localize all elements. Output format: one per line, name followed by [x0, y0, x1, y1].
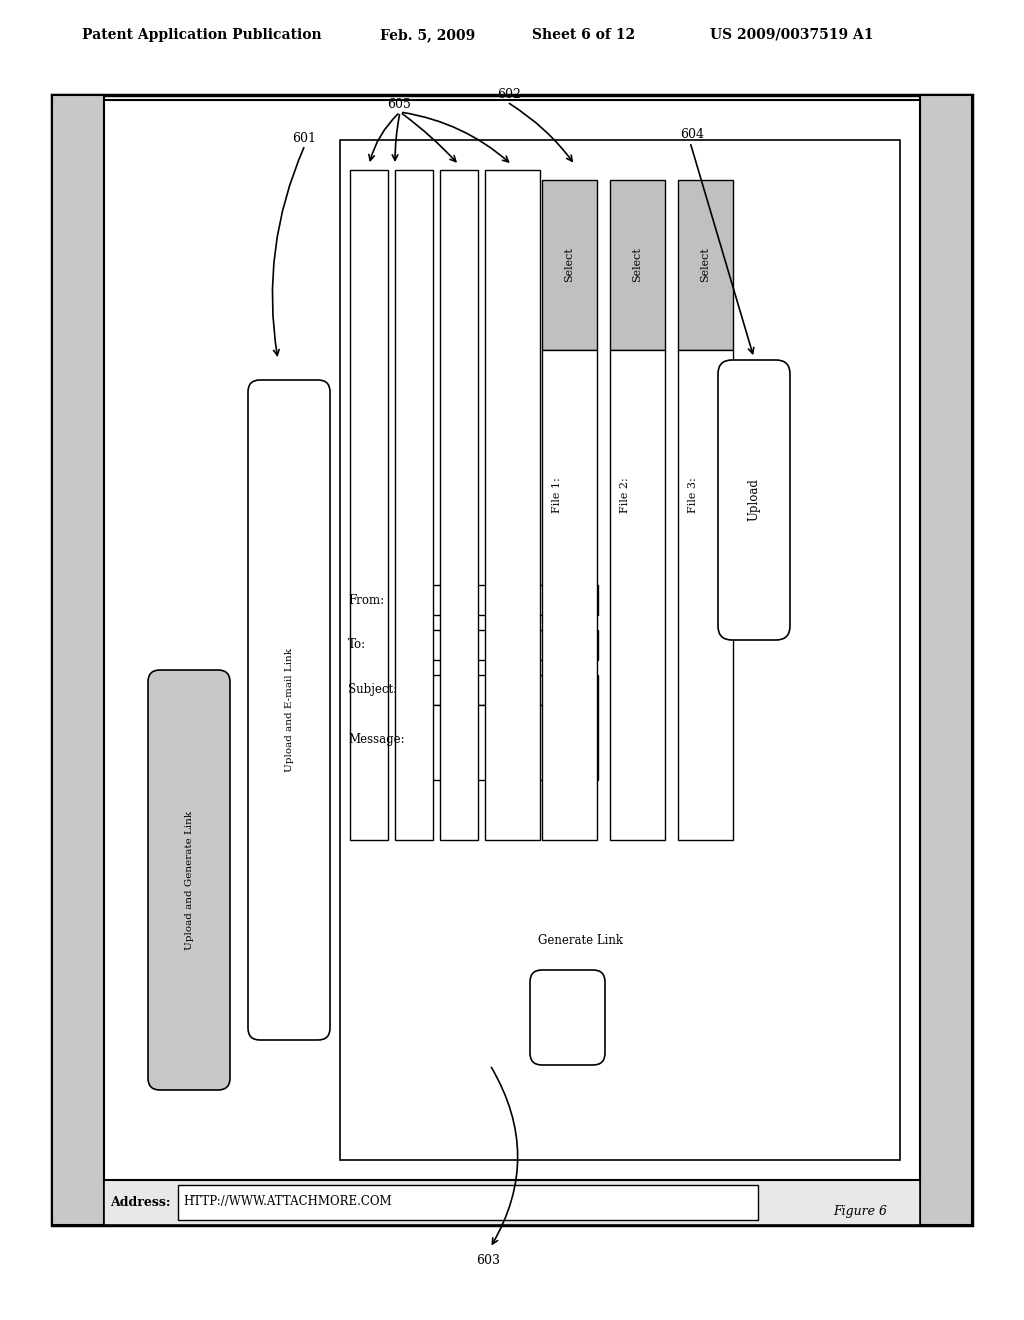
Text: File 2:: File 2: — [620, 477, 630, 513]
Text: File 3:: File 3: — [688, 477, 698, 513]
Bar — [350, 170, 388, 840]
Text: 605: 605 — [387, 99, 411, 111]
Text: 603: 603 — [476, 1254, 500, 1266]
Bar — [104, 100, 920, 1180]
Bar — [920, 95, 972, 1225]
Text: Subject:: Subject: — [348, 684, 397, 697]
Bar — [52, 95, 104, 1225]
Bar — [408, 705, 598, 780]
Text: Upload and Generate Link: Upload and Generate Link — [184, 810, 194, 949]
FancyBboxPatch shape — [530, 970, 605, 1065]
Text: Upload: Upload — [748, 479, 761, 521]
Text: Generate Link: Generate Link — [538, 933, 623, 946]
Text: Patent Application Publication: Patent Application Publication — [82, 28, 322, 42]
FancyBboxPatch shape — [248, 380, 330, 1040]
Text: From:: From: — [348, 594, 384, 606]
Bar — [440, 170, 478, 840]
Bar — [395, 170, 433, 840]
Bar — [678, 350, 733, 840]
Text: Address:: Address: — [110, 1196, 171, 1209]
Text: Select: Select — [564, 248, 574, 282]
Text: Upload and E-mail Link: Upload and E-mail Link — [285, 648, 294, 772]
Text: 604: 604 — [680, 128, 705, 141]
Bar — [610, 180, 665, 350]
Text: Sheet 6 of 12: Sheet 6 of 12 — [532, 28, 635, 42]
Text: 601: 601 — [292, 132, 316, 144]
Bar — [104, 1180, 920, 1225]
Bar — [178, 1185, 758, 1220]
Text: 602: 602 — [497, 88, 521, 102]
Text: To:: To: — [348, 639, 367, 652]
Bar — [678, 180, 733, 350]
Bar — [408, 675, 598, 705]
FancyBboxPatch shape — [718, 360, 790, 640]
Bar — [340, 140, 900, 1160]
Text: Message:: Message: — [348, 734, 404, 747]
Text: Figure 6: Figure 6 — [833, 1205, 887, 1218]
Bar — [485, 170, 540, 840]
Bar — [408, 630, 598, 660]
Bar — [542, 180, 597, 350]
FancyBboxPatch shape — [148, 671, 230, 1090]
Text: Select: Select — [700, 248, 710, 282]
Text: US 2009/0037519 A1: US 2009/0037519 A1 — [710, 28, 873, 42]
Text: Feb. 5, 2009: Feb. 5, 2009 — [380, 28, 475, 42]
Bar — [542, 350, 597, 840]
Text: HTTP://WWW.ATTACHMORE.COM: HTTP://WWW.ATTACHMORE.COM — [183, 1196, 391, 1209]
Bar — [408, 585, 598, 615]
Bar — [52, 95, 972, 1225]
Text: File 1:: File 1: — [552, 477, 562, 513]
Bar — [610, 350, 665, 840]
Text: Select: Select — [632, 248, 642, 282]
